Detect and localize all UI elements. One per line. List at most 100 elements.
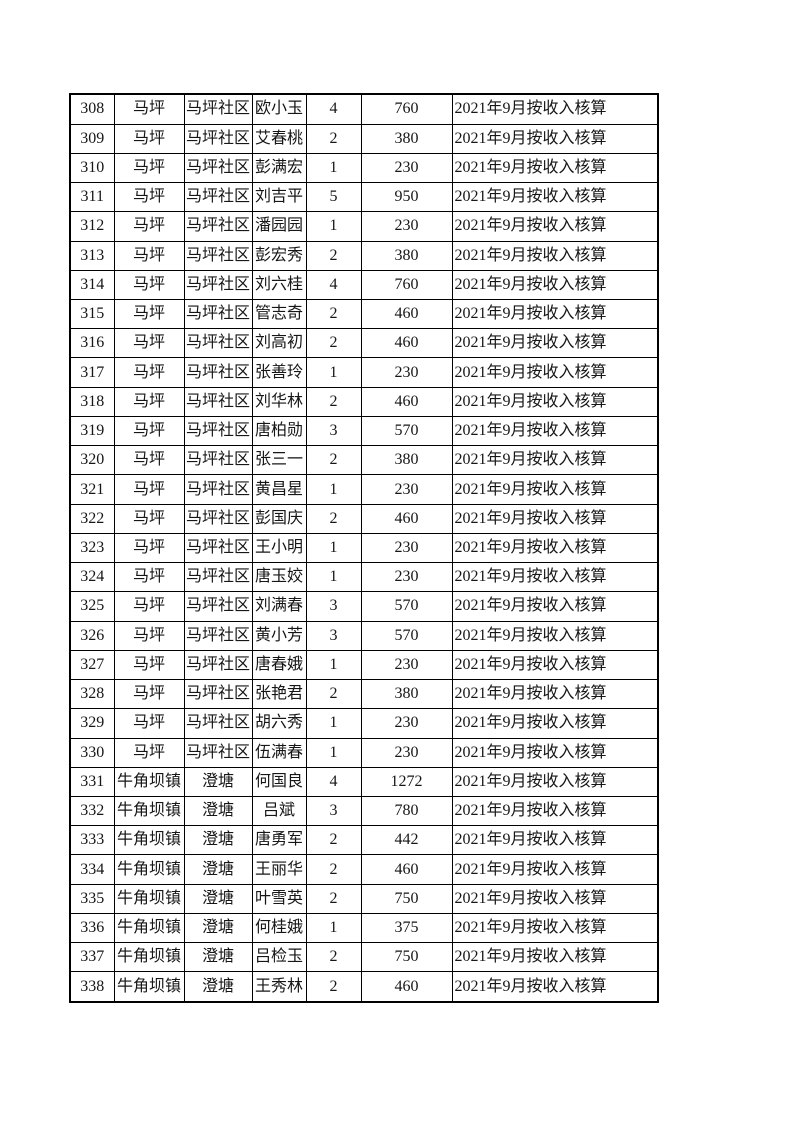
cell-name: 吕检玉 (251, 942, 307, 973)
cell-name: 刘高初 (251, 328, 307, 359)
table-row: 327 马坪 马坪社区 唐春娥 1 230 2021年9月按收入核算 (69, 649, 659, 681)
cell-amount: 750 (360, 942, 453, 973)
table-row: 324 马坪 马坪社区 唐玉姣 1 230 2021年9月按收入核算 (69, 562, 659, 593)
cell-seq: 325 (69, 591, 115, 622)
table-row: 318 马坪 马坪社区 刘华林 2 460 2021年9月按收入核算 (69, 386, 659, 417)
cell-town: 牛角坝镇 (113, 825, 185, 856)
cell-note: 2021年9月按收入核算 (451, 298, 659, 330)
cell-community: 澄塘 (183, 912, 253, 944)
cell-note: 2021年9月按收入核算 (451, 942, 659, 973)
cell-seq: 323 (69, 532, 115, 564)
cell-seq: 321 (69, 474, 115, 505)
cell-count: 4 (305, 269, 362, 301)
table-row: 332 牛角坝镇 澄塘 吕斌 3 780 2021年9月按收入核算 (69, 795, 659, 827)
cell-note: 2021年9月按收入核算 (451, 357, 659, 388)
cell-count: 2 (305, 825, 362, 856)
cell-community: 马坪社区 (183, 269, 253, 301)
cell-community: 马坪社区 (183, 620, 253, 651)
cell-amount: 230 (360, 708, 453, 739)
cell-amount: 1272 (360, 766, 453, 797)
cell-community: 马坪社区 (183, 679, 253, 710)
cell-count: 1 (305, 562, 362, 593)
cell-amount: 230 (360, 357, 453, 388)
cell-seq: 309 (69, 123, 115, 154)
table-row: 314 马坪 马坪社区 刘六桂 4 760 2021年9月按收入核算 (69, 269, 659, 301)
cell-amount: 380 (360, 445, 453, 476)
cell-count: 1 (305, 211, 362, 242)
cell-name: 唐玉姣 (251, 562, 307, 593)
cell-community: 马坪社区 (183, 240, 253, 271)
cell-amount: 380 (360, 240, 453, 271)
table-row: 309 马坪 马坪社区 艾春桃 2 380 2021年9月按收入核算 (69, 123, 659, 154)
cell-note: 2021年9月按收入核算 (451, 854, 659, 885)
cell-town: 马坪 (113, 298, 185, 330)
table-row: 308 马坪 马坪社区 欧小玉 4 760 2021年9月按收入核算 (69, 93, 659, 125)
cell-seq: 315 (69, 298, 115, 330)
cell-count: 2 (305, 386, 362, 417)
cell-town: 马坪 (113, 474, 185, 505)
cell-note: 2021年9月按收入核算 (451, 474, 659, 505)
cell-count: 5 (305, 182, 362, 213)
cell-name: 刘满春 (251, 591, 307, 622)
cell-seq: 328 (69, 679, 115, 710)
cell-community: 马坪社区 (183, 649, 253, 681)
cell-town: 马坪 (113, 269, 185, 301)
cell-count: 1 (305, 737, 362, 768)
cell-name: 彭满宏 (251, 152, 307, 184)
cell-name: 欧小玉 (251, 93, 307, 125)
cell-town: 牛角坝镇 (113, 766, 185, 797)
cell-seq: 329 (69, 708, 115, 739)
cell-town: 牛角坝镇 (113, 795, 185, 827)
cell-town: 牛角坝镇 (113, 883, 185, 914)
cell-name: 张善玲 (251, 357, 307, 388)
cell-community: 马坪社区 (183, 182, 253, 213)
table-row: 323 马坪 马坪社区 王小明 1 230 2021年9月按收入核算 (69, 532, 659, 564)
cell-amount: 230 (360, 562, 453, 593)
cell-name: 艾春桃 (251, 123, 307, 154)
table-row: 338 牛角坝镇 澄塘 王秀林 2 460 2021年9月按收入核算 (69, 971, 659, 1003)
cell-seq: 313 (69, 240, 115, 271)
cell-town: 马坪 (113, 737, 185, 768)
table-row: 334 牛角坝镇 澄塘 王丽华 2 460 2021年9月按收入核算 (69, 854, 659, 885)
cell-town: 马坪 (113, 93, 185, 125)
cell-note: 2021年9月按收入核算 (451, 123, 659, 154)
cell-seq: 332 (69, 795, 115, 827)
cell-community: 马坪社区 (183, 708, 253, 739)
cell-name: 伍满春 (251, 737, 307, 768)
cell-name: 胡六秀 (251, 708, 307, 739)
cell-seq: 314 (69, 269, 115, 301)
cell-community: 马坪社区 (183, 211, 253, 242)
cell-community: 澄塘 (183, 971, 253, 1003)
cell-community: 马坪社区 (183, 152, 253, 184)
cell-seq: 308 (69, 93, 115, 125)
table-row: 316 马坪 马坪社区 刘高初 2 460 2021年9月按收入核算 (69, 328, 659, 359)
cell-name: 管志奇 (251, 298, 307, 330)
table-row: 319 马坪 马坪社区 唐柏勋 3 570 2021年9月按收入核算 (69, 415, 659, 447)
cell-town: 马坪 (113, 328, 185, 359)
cell-amount: 230 (360, 474, 453, 505)
cell-count: 1 (305, 708, 362, 739)
cell-amount: 780 (360, 795, 453, 827)
cell-amount: 230 (360, 737, 453, 768)
cell-count: 2 (305, 123, 362, 154)
cell-seq: 316 (69, 328, 115, 359)
cell-town: 马坪 (113, 708, 185, 739)
cell-town: 马坪 (113, 445, 185, 476)
cell-seq: 320 (69, 445, 115, 476)
cell-community: 马坪社区 (183, 532, 253, 564)
cell-count: 2 (305, 854, 362, 885)
cell-amount: 380 (360, 679, 453, 710)
cell-amount: 570 (360, 415, 453, 447)
table-row: 330 马坪 马坪社区 伍满春 1 230 2021年9月按收入核算 (69, 737, 659, 768)
cell-amount: 460 (360, 854, 453, 885)
cell-name: 刘华林 (251, 386, 307, 417)
cell-count: 2 (305, 942, 362, 973)
cell-amount: 750 (360, 883, 453, 914)
cell-community: 澄塘 (183, 883, 253, 914)
cell-community: 马坪社区 (183, 445, 253, 476)
cell-count: 2 (305, 328, 362, 359)
cell-community: 马坪社区 (183, 328, 253, 359)
cell-seq: 334 (69, 854, 115, 885)
cell-seq: 318 (69, 386, 115, 417)
